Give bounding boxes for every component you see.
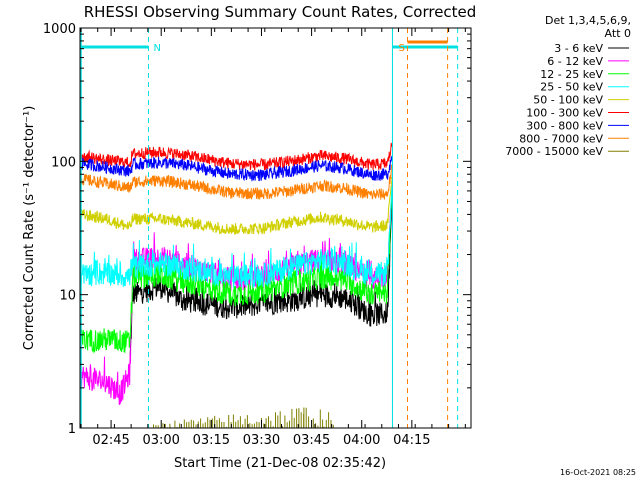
x-tick-label-6: 04:15: [393, 433, 430, 448]
series-line-6: [79, 155, 393, 182]
series-line-8: [153, 407, 334, 428]
x-tick-label-3: 03:30: [243, 433, 280, 448]
series-layer: [79, 142, 393, 428]
y-tick-label-0: 1: [68, 422, 76, 437]
legend-label-4: 50 - 100 keV: [533, 94, 603, 107]
axes-layer: 1 10 100 1000 02:45 03:00 03:15 03:30 03:45 04:00…: [43, 22, 471, 448]
series-line-7: [79, 164, 393, 200]
y-tick-label-3: 1000: [43, 22, 76, 37]
legend-label-8: 7000 - 15000 keV: [505, 145, 603, 158]
legend-label-2: 12 - 25 keV: [540, 68, 603, 81]
legend-label-7: 800 - 7000 keV: [519, 132, 603, 145]
legend-header-line-2: Att 0: [605, 27, 631, 40]
series-line-2: [79, 194, 393, 354]
x-axis-label: Start Time (21-Dec-08 02:35:42): [174, 456, 386, 471]
y-tick-label-1: 10: [59, 289, 76, 304]
timestamp: 16-Oct-2021 08:25: [560, 468, 636, 477]
legend-label-3: 25 - 50 keV: [540, 81, 603, 94]
legend-label-0: 3 - 6 keV: [554, 42, 603, 55]
plot-frame: [79, 27, 472, 429]
series-line-3: [79, 186, 393, 288]
x-tick-label-1: 03:00: [142, 433, 179, 448]
series-line-0: [129, 198, 393, 357]
chart-title: RHESSI Observing Summary Count Rates, Co…: [84, 3, 477, 21]
flag-label-1: S: [398, 43, 404, 54]
legend-label-1: 6 - 12 keV: [547, 55, 603, 68]
flag-label-0: N: [154, 43, 161, 54]
y-tick-label-2: 100: [51, 155, 76, 170]
series-line-5: [79, 142, 393, 171]
legend-label-5: 100 - 300 keV: [526, 107, 603, 120]
x-tick-label-2: 03:15: [193, 433, 230, 448]
legend-label-6: 300 - 800 keV: [526, 119, 603, 132]
x-tick-label-5: 04:00: [343, 433, 380, 448]
x-tick-label-4: 03:45: [293, 433, 330, 448]
y-axis-label: Corrected Count Rate (s⁻¹ detector⁻¹): [22, 106, 37, 351]
legend-header-line-1: Det 1,3,4,5,6,9,: [545, 14, 631, 27]
series-line-4: [79, 176, 393, 235]
x-tick-label-0: 02:45: [92, 433, 129, 448]
